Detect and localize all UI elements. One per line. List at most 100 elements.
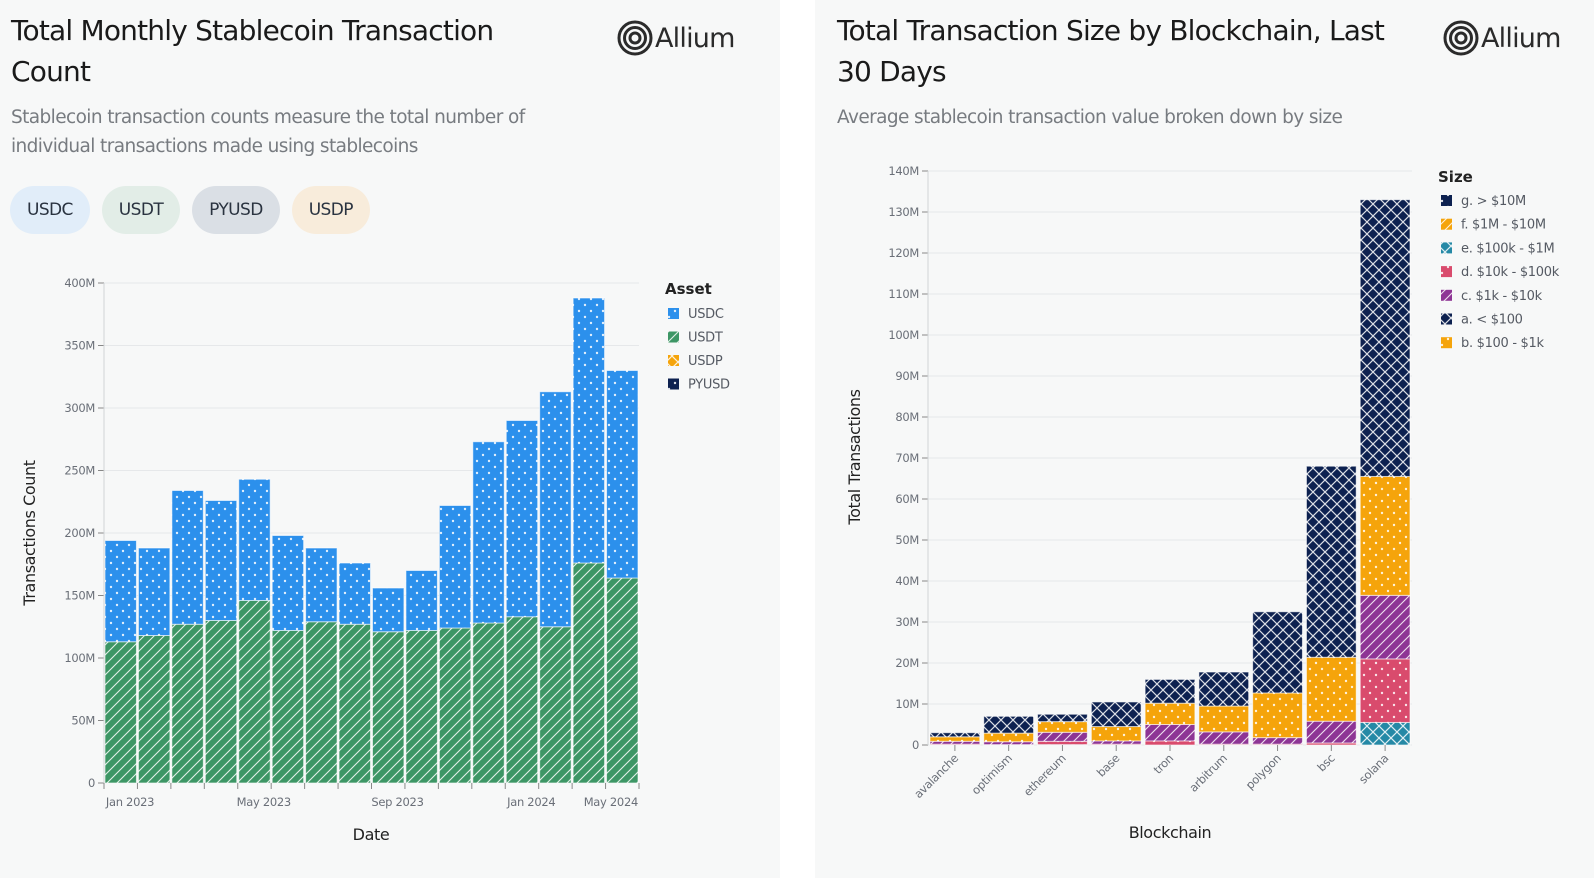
bar-segment-usdt — [305, 621, 338, 784]
bar-segment-size-d — [1359, 658, 1411, 723]
legend-swatch — [1441, 266, 1452, 278]
allium-logo: Allium — [617, 20, 735, 56]
y-tick-label: 50M — [895, 533, 919, 547]
filter-chip-pyusd[interactable]: PYUSD — [192, 186, 280, 234]
bar-segment-usdt — [238, 600, 271, 784]
bar-segment-usdt — [472, 622, 505, 784]
concentric-circles-icon — [617, 20, 653, 56]
bar-segment-usdt — [204, 620, 238, 784]
bar-segment-size-c — [1252, 737, 1303, 745]
legend-title: Size — [1438, 168, 1473, 186]
bar-segment-usdt — [338, 623, 371, 784]
bar-segment-size-b — [983, 732, 1035, 743]
bar-segment-size-e — [1359, 721, 1411, 746]
chip-label: USDP — [308, 200, 354, 220]
y-tick-label: 300M — [64, 401, 95, 415]
chart-title: Total Monthly Stablecoin Transaction Cou… — [11, 10, 494, 92]
bar-segment-usdc — [372, 587, 405, 633]
legend-title: Asset — [665, 280, 712, 298]
x-tick-label: May 2024 — [584, 795, 638, 809]
y-tick-label: 150M — [64, 589, 95, 603]
legend: Asset USDC USDT USDP PYUSD — [665, 280, 730, 393]
x-tick-label: tron — [1151, 751, 1177, 777]
bar-segment-usdc — [572, 297, 606, 564]
bar-segment-size-b — [1198, 705, 1250, 733]
subtitle-line-1: Stablecoin transaction counts measure th… — [11, 107, 525, 128]
x-tick-label: base — [1094, 751, 1123, 780]
legend-label: b. $100 - $1k — [1461, 336, 1544, 351]
legend-swatch-usdt — [668, 331, 679, 343]
bar-segment-usdt — [171, 623, 204, 784]
bar-segment-usdt — [505, 616, 539, 784]
legend-swatch — [1441, 218, 1452, 230]
bar-segment-size-b — [1144, 702, 1196, 725]
y-tick-label: 40M — [895, 574, 919, 588]
bar-segment-size-c — [1144, 724, 1196, 742]
monthly-transactions-chart: 0 50M 100M 150M 200M 250M 300M 350M 400M Jan 2023… — [20, 276, 730, 844]
legend-swatch — [1441, 337, 1452, 349]
chart-subtitle: Average stablecoin transaction value bro… — [837, 107, 1343, 128]
bar-segment-usdc — [104, 540, 137, 643]
bar-segment-usdc — [171, 490, 204, 625]
bar-segment-size-a — [1252, 611, 1303, 694]
logo-text: Allium — [655, 22, 735, 54]
concentric-circles-icon — [1443, 20, 1479, 56]
logo-text: Allium — [1481, 22, 1561, 54]
x-tick-label: avalanche — [911, 751, 961, 801]
bar-segment-size-a — [929, 732, 981, 738]
chart-title-line-2: Count — [11, 55, 91, 88]
y-tick-label: 120M — [888, 246, 919, 260]
left-chart-panel: Total Monthly Stablecoin Transaction Cou… — [0, 0, 780, 878]
chip-label: USDC — [27, 200, 73, 220]
y-tick-label: 90M — [895, 369, 919, 383]
y-tick-label: 60M — [895, 492, 919, 506]
bar-segment-usdc — [505, 420, 539, 618]
bar-segment-usdt — [438, 627, 472, 784]
chip-label: USDT — [118, 200, 164, 220]
bar-segment-usdc — [438, 505, 472, 629]
filter-chip-usdt[interactable]: USDT — [101, 186, 181, 234]
legend-label: USDP — [688, 354, 723, 369]
bar-segment-usdc — [405, 570, 438, 631]
x-tick-label: Jan 2023 — [105, 795, 154, 809]
bar-segment-usdc — [539, 391, 572, 628]
bar-segment-size-a — [1359, 199, 1411, 477]
bar-segment-size-c — [1198, 731, 1250, 745]
legend-label: c. $1k - $10k — [1461, 289, 1543, 304]
x-tick-label: arbitrum — [1186, 751, 1230, 795]
bar-segment-usdt — [606, 577, 639, 784]
bar-segment-usdc — [472, 441, 505, 624]
legend-swatch-pyusd — [668, 378, 679, 390]
bar-segment-size-a — [1305, 465, 1357, 658]
right-chart-panel: Total Transaction Size by Blockchain, La… — [815, 0, 1594, 878]
legend-label: e. $100k - $1M — [1461, 241, 1554, 256]
bar-segment-usdc — [204, 500, 238, 621]
y-axis-title: Transactions Count — [20, 460, 39, 606]
bar-segment-size-c — [1305, 720, 1357, 744]
bar-segment-usdc — [238, 478, 271, 601]
x-tick-label: optimism — [969, 751, 1015, 797]
filter-chip-usdp[interactable]: USDP — [291, 186, 370, 234]
filter-chip-usdc[interactable]: USDC — [10, 186, 90, 234]
legend-swatch — [1441, 289, 1452, 301]
bar-segment-size-b — [1037, 721, 1088, 733]
y-tick-label: 20M — [895, 656, 919, 670]
y-tick-label: 70M — [895, 451, 919, 465]
x-axis-title: Date — [353, 825, 390, 844]
x-axis-title: Blockchain — [1129, 823, 1212, 842]
bar-segment-size-a — [1090, 701, 1142, 728]
y-tick-label: 10M — [895, 697, 919, 711]
bar-segment-size-a — [1144, 678, 1196, 704]
y-tick-label: 0 — [912, 738, 919, 752]
x-tick-label: Jan 2024 — [506, 795, 555, 809]
allium-logo: Allium — [1443, 20, 1561, 56]
chart-subtitle: Stablecoin transaction counts measure th… — [11, 103, 525, 161]
legend-swatch-usdc — [668, 308, 679, 319]
bar-segment-usdc — [338, 562, 371, 625]
y-tick-label: 50M — [71, 714, 95, 728]
legend-label: USDC — [688, 307, 724, 322]
legend-label: a. < $100 — [1461, 313, 1523, 328]
y-tick-label: 30M — [895, 615, 919, 629]
y-tick-label: 350M — [64, 339, 95, 353]
y-tick-label: 0 — [88, 776, 95, 790]
